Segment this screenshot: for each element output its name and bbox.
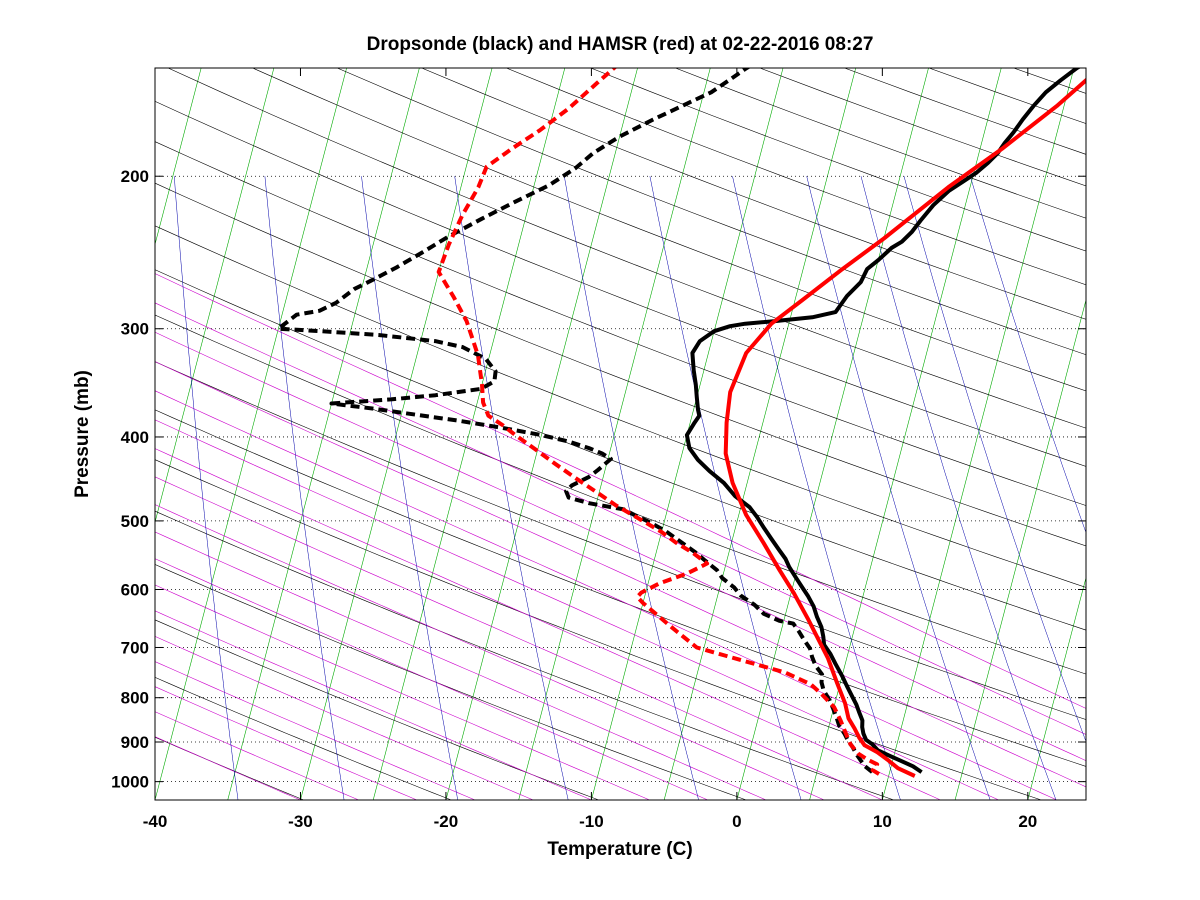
- isotherm-line: [300, 68, 493, 800]
- isotherm-line: [1173, 14, 1200, 800]
- dry-adiabat-line: [155, 225, 1086, 588]
- series-group: [276, 68, 1086, 778]
- isotherm-line: [227, 68, 420, 800]
- mixing-ratio-line: [264, 176, 345, 800]
- moist-adiabat-line: [155, 635, 534, 800]
- isotherm-line: [1101, 14, 1200, 800]
- isotherm-line: [663, 68, 857, 800]
- x-tick-label: -20: [434, 812, 459, 831]
- dry-adiabat-line: [336, 68, 1086, 356]
- moist-adiabat-line: [155, 361, 1086, 788]
- isotherm-line: [155, 68, 202, 246]
- isotherm-line: [0, 14, 70, 800]
- dry-adiabat-line: [251, 68, 1086, 392]
- y-tick-label: 400: [121, 428, 149, 447]
- y-tick-label: 300: [121, 320, 149, 339]
- moist-adiabat-line: [155, 610, 592, 800]
- dry-adiabat-line: [420, 68, 1086, 320]
- series-hamsr-temp: [723, 77, 1086, 778]
- isotherm-line: [1027, 576, 1086, 800]
- isotherm-line: [882, 68, 1075, 800]
- dry-adiabat-line: [155, 182, 1086, 547]
- y-tick-label: 900: [121, 733, 149, 752]
- y-tick-label: 1000: [111, 773, 149, 792]
- moist-adiabat-line: [155, 390, 1058, 800]
- x-axis-label: Temperature (C): [547, 839, 692, 860]
- moist-adiabat-line: [155, 584, 650, 800]
- isotherm-line: [954, 298, 1086, 800]
- moist-adiabat-line: [155, 331, 1086, 762]
- y-tick-label: 800: [121, 689, 149, 708]
- y-tick-label: 500: [121, 512, 149, 531]
- mixing-ratio-line: [361, 176, 459, 800]
- moist-adiabat-line: [155, 661, 476, 800]
- x-tick-label: -40: [143, 812, 168, 831]
- mixing-ratio-line: [970, 176, 1086, 534]
- x-tick-label: 10: [873, 812, 892, 831]
- dry-adiabat-line: [155, 361, 1086, 720]
- dry-adiabat-line: [155, 314, 1086, 675]
- isotherm-line: [591, 68, 784, 800]
- moist-adiabat-line: [155, 711, 359, 800]
- moist-adiabat-line: [155, 302, 1086, 735]
- isotherm-line: [155, 68, 275, 524]
- x-tick-label: 20: [1018, 812, 1037, 831]
- dry-adiabat-line: [155, 564, 747, 800]
- mixing-ratio-line: [903, 176, 1086, 743]
- series-dropsonde-temp: [684, 68, 1082, 774]
- isotherm-line: [372, 68, 566, 800]
- dry-adiabat-line: [155, 409, 1086, 767]
- mixing-ratio-line: [806, 176, 991, 800]
- dry-adiabat-line: [155, 269, 1086, 631]
- moist-adiabat-line: [155, 736, 301, 800]
- series-dropsonde-dewpoint: [276, 68, 874, 774]
- isotherm-line: [809, 68, 1002, 800]
- x-tick-label: 0: [732, 812, 741, 831]
- dry-adiabat-line: [155, 736, 304, 800]
- moist-adiabat-line: [155, 686, 417, 800]
- y-tick-label: 600: [121, 580, 149, 599]
- plot-frame: [154, 67, 1087, 801]
- chart-title: Dropsonde (black) and HAMSR (red) at 02-…: [367, 34, 874, 55]
- dry-adiabat-line: [155, 510, 894, 800]
- y-tick-label: 700: [121, 638, 149, 657]
- mixing-ratio-line: [649, 176, 802, 800]
- dry-adiabat-line: [155, 677, 452, 800]
- dry-adiabat-line: [155, 100, 1086, 467]
- dry-adiabat-line: [0, 14, 9, 800]
- moist-adiabat-line: [155, 448, 941, 800]
- moist-adiabat-line: [155, 273, 1086, 709]
- dry-adiabat-line: [155, 619, 599, 800]
- dry-adiabat-line: [155, 141, 1086, 506]
- moist-adiabat-line: [155, 531, 767, 800]
- y-tick-label: 200: [121, 167, 149, 186]
- isotherm-line: [518, 68, 711, 800]
- background-line-group: [0, 14, 1200, 800]
- mixing-ratio-line: [564, 176, 699, 800]
- isotherm-line: [445, 68, 638, 800]
- moist-adiabat-line: [155, 476, 883, 800]
- y-axis-label: Pressure (mb): [72, 370, 93, 498]
- moist-adiabat-line: [155, 504, 825, 800]
- dry-adiabat-line: [167, 68, 1086, 429]
- moist-adiabat-line: [155, 558, 708, 800]
- plot-background: [155, 68, 1086, 800]
- x-tick-label: -10: [579, 812, 604, 831]
- mixing-ratio-line: [860, 176, 1057, 800]
- mixing-ratio-line: [732, 176, 901, 800]
- mixing-ratio-line: [174, 176, 239, 800]
- mixing-ratio-line: [454, 176, 569, 800]
- x-tick-label: -30: [288, 812, 313, 831]
- series-hamsr-dewpoint: [436, 68, 881, 776]
